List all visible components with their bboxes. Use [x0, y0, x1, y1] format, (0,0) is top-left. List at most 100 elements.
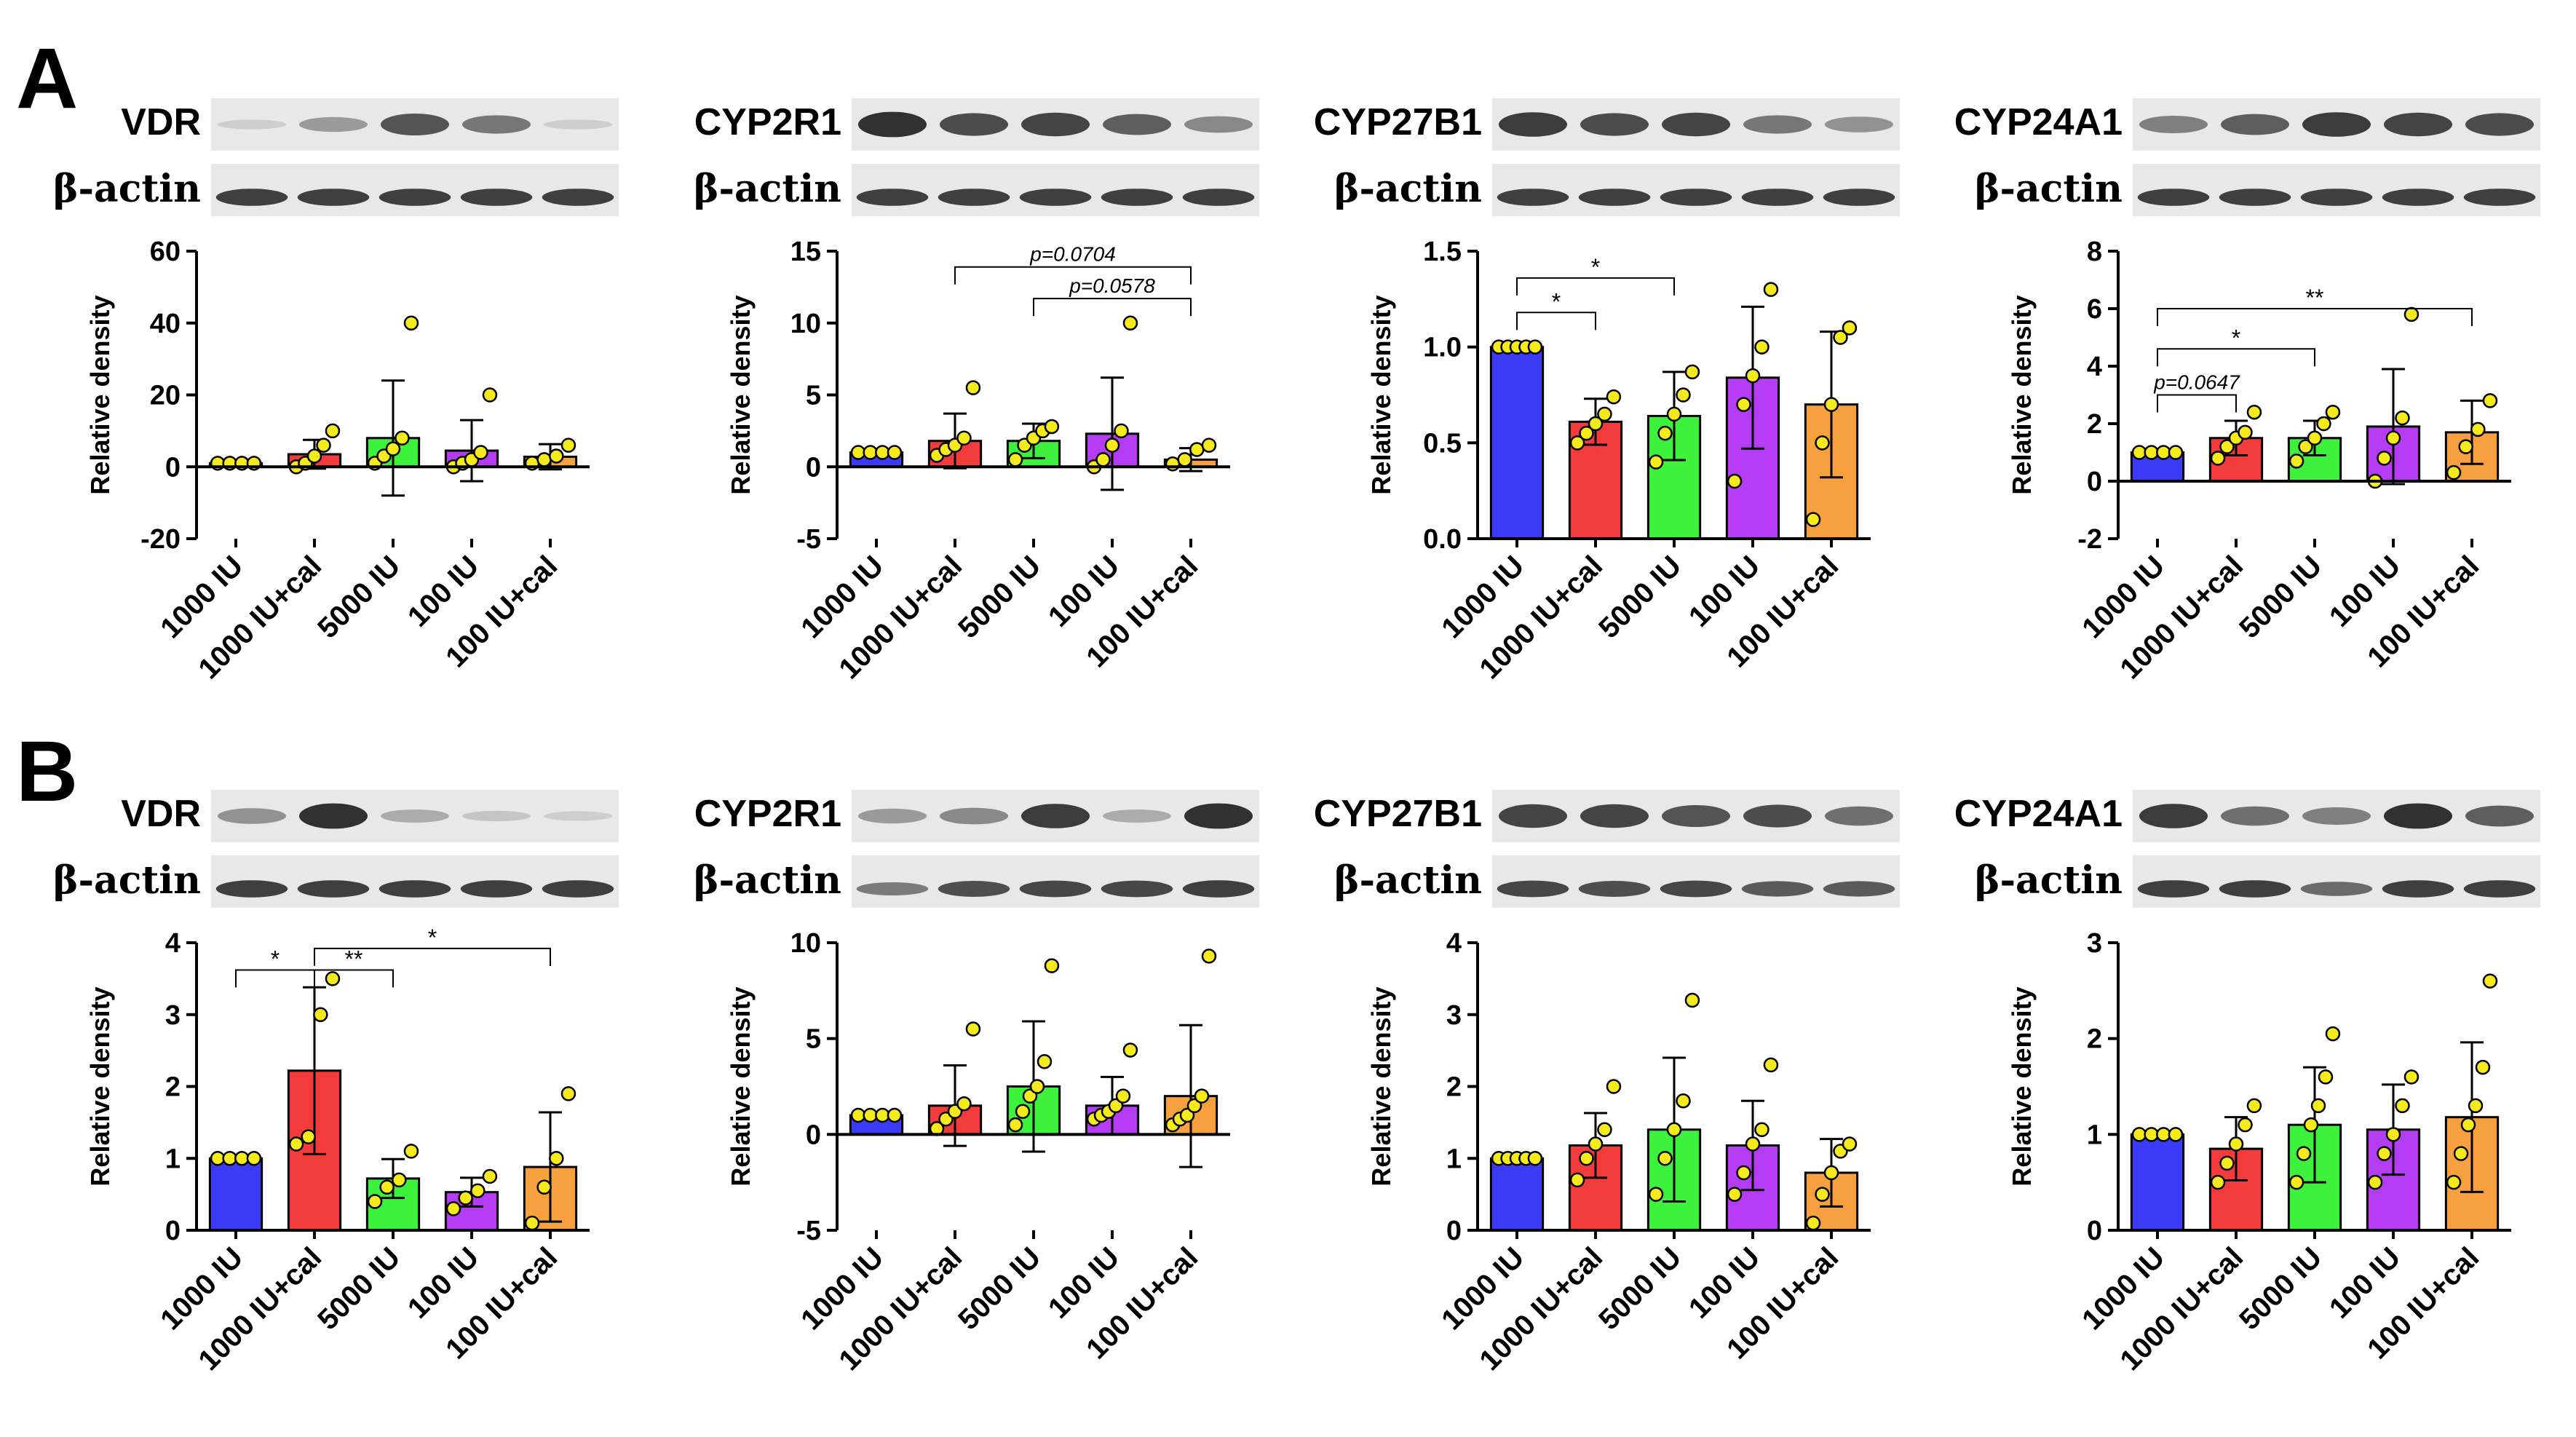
data-point [850, 1107, 866, 1123]
loading-control-label: β-actin [1975, 167, 2123, 211]
significance-label: * [1552, 288, 1561, 314]
data-point [1648, 1187, 1664, 1202]
data-point [313, 1007, 328, 1022]
data-point [1007, 452, 1023, 467]
target-band [1184, 116, 1253, 133]
data-point [445, 1201, 461, 1216]
actin-band [460, 189, 533, 206]
data-point [2210, 1174, 2226, 1190]
data-point [875, 1107, 890, 1123]
target-band [2465, 113, 2535, 136]
y-axis-label: Relative density [2007, 295, 2037, 494]
data-point [2219, 439, 2235, 454]
actin-band [1823, 881, 1895, 897]
loading-control-label: β-actin [53, 167, 201, 211]
y-axis-label: Relative density [1366, 295, 1396, 494]
y-tick-label: -2 [2077, 524, 2102, 555]
target-band [1021, 804, 1090, 828]
data-point [1194, 1088, 1210, 1104]
data-point [536, 1179, 552, 1195]
data-point [1122, 315, 1138, 330]
data-point [2238, 424, 2253, 440]
loading-control-label: β-actin [1334, 167, 1482, 211]
protein-label: VDR [121, 101, 201, 143]
actin-band [1660, 880, 1732, 898]
significance-label: * [1591, 254, 1600, 280]
target-band [1021, 112, 1090, 137]
data-point [301, 1129, 316, 1144]
actin-band [938, 189, 1010, 206]
data-point [1044, 958, 1060, 973]
target-band [217, 808, 287, 824]
actin-band [297, 189, 370, 206]
data-point [2403, 306, 2420, 322]
data-point [1186, 1098, 1202, 1114]
data-point [536, 452, 552, 467]
data-point [1727, 473, 1743, 489]
data-point [288, 1136, 304, 1152]
data-point [1727, 1187, 1743, 1202]
y-tick-label: 0 [165, 452, 181, 483]
data-point [1657, 425, 1673, 441]
target-band [2302, 807, 2371, 825]
y-tick-label: 2 [1446, 1072, 1462, 1103]
data-point [1007, 1117, 1023, 1133]
actin-band [2137, 880, 2210, 898]
y-tick-label: 3 [1446, 1000, 1462, 1031]
actin-band [1019, 880, 1092, 898]
target-band [1102, 114, 1172, 135]
actin-band [542, 880, 614, 898]
actin-band [856, 189, 929, 206]
data-point [2482, 973, 2498, 989]
data-point [2395, 410, 2410, 426]
data-point [2131, 445, 2147, 460]
target-band [857, 808, 927, 824]
target-band [2465, 805, 2535, 827]
y-axis-label: Relative density [2007, 986, 2037, 1186]
y-tick-label: 2 [165, 1072, 181, 1103]
y-axis-label: Relative density [726, 986, 756, 1186]
data-point [1684, 364, 1700, 380]
data-point [385, 441, 401, 456]
data-point [1763, 282, 1779, 297]
actin-band [297, 880, 370, 898]
data-point [2446, 464, 2462, 480]
y-tick-label: 6 [2087, 294, 2102, 325]
y-tick-label: 2 [2087, 409, 2102, 440]
y-tick-label: 1 [1446, 1144, 1462, 1174]
data-point [549, 448, 564, 464]
data-point [2470, 421, 2486, 438]
data-point [1527, 339, 1543, 355]
target-band [1824, 806, 1894, 826]
data-point [1684, 992, 1700, 1008]
data-point [2367, 1174, 2383, 1190]
data-point [2296, 1146, 2312, 1161]
y-tick-label: 8 [2087, 237, 2102, 267]
target-band [2383, 803, 2453, 829]
actin-band [2382, 189, 2454, 206]
actin-band [1019, 189, 1092, 206]
data-point [482, 387, 498, 403]
data-point [1029, 1079, 1045, 1094]
data-point [1569, 1172, 1585, 1188]
data-point [325, 971, 341, 986]
data-point [1657, 1151, 1673, 1166]
y-tick-label: 3 [2087, 928, 2102, 959]
bar [2130, 1133, 2185, 1232]
x-tick-label: 5000 IU [312, 550, 406, 644]
data-point [392, 1172, 407, 1188]
target-band [461, 810, 531, 822]
y-tick-label: -5 [796, 1216, 821, 1246]
y-tick-label: 20 [150, 381, 181, 411]
data-point [367, 1194, 383, 1209]
data-point [2288, 1174, 2304, 1190]
bar [208, 1157, 263, 1232]
significance-label: * [2232, 325, 2240, 351]
target-band [461, 115, 531, 134]
actin-band [2463, 189, 2536, 206]
significance-bracket [2157, 394, 2237, 413]
data-point [1037, 1054, 1053, 1069]
data-point [1805, 1215, 1821, 1231]
